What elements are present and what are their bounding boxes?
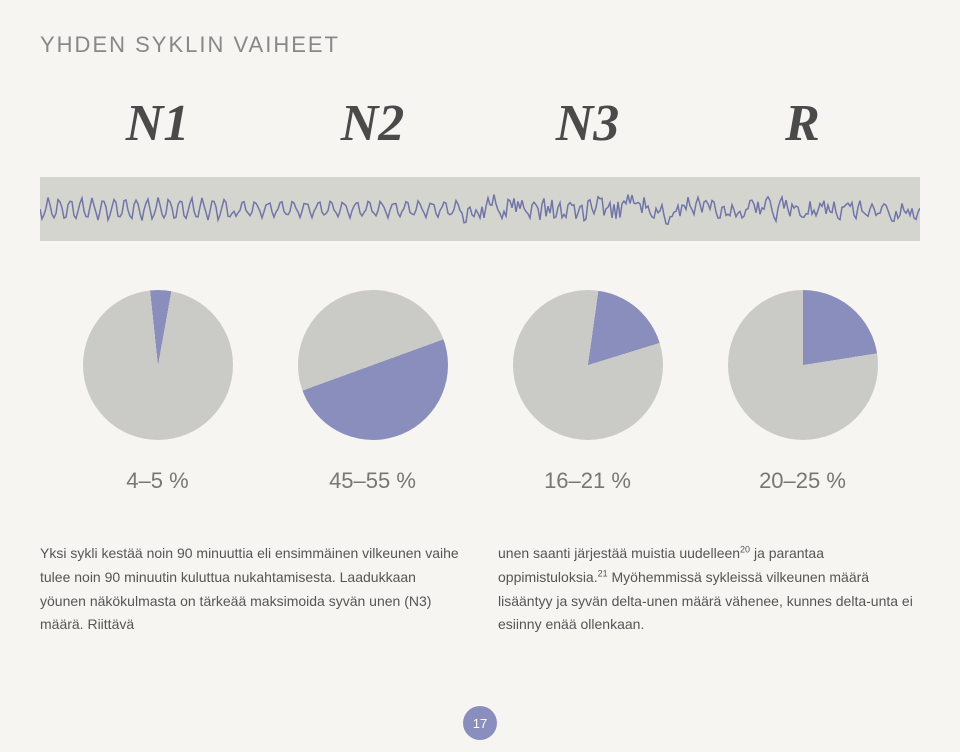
pie-chart-r	[728, 290, 878, 440]
percent-labels-row: 4–5 % 45–55 % 16–21 % 20–25 %	[40, 468, 920, 494]
stage-label: N1	[50, 94, 265, 153]
page-number-badge: 17	[463, 706, 497, 740]
pie-charts-row	[40, 290, 920, 440]
stage-label: R	[695, 94, 910, 153]
body-text-columns: Yksi sykli kestää noin 90 minuuttia eli …	[40, 542, 920, 637]
percent-label: 16–21 %	[480, 468, 695, 494]
stage-label: N2	[265, 94, 480, 153]
body-text-right: unen saanti järjestää muistia uudelleen2…	[498, 542, 920, 637]
eeg-waveform	[40, 177, 920, 241]
stage-labels-row: N1 N2 N3 R	[40, 94, 920, 153]
pie-chart-n1	[83, 290, 233, 440]
stage-label: N3	[480, 94, 695, 153]
percent-label: 4–5 %	[50, 468, 265, 494]
page-number: 17	[473, 716, 487, 731]
pie-chart-n2	[298, 290, 448, 440]
percent-label: 45–55 %	[265, 468, 480, 494]
percent-label: 20–25 %	[695, 468, 910, 494]
body-text-left: Yksi sykli kestää noin 90 minuuttia eli …	[40, 542, 462, 637]
pie-chart-n3	[513, 290, 663, 440]
section-title: YHDEN SYKLIN VAIHEET	[40, 32, 920, 58]
